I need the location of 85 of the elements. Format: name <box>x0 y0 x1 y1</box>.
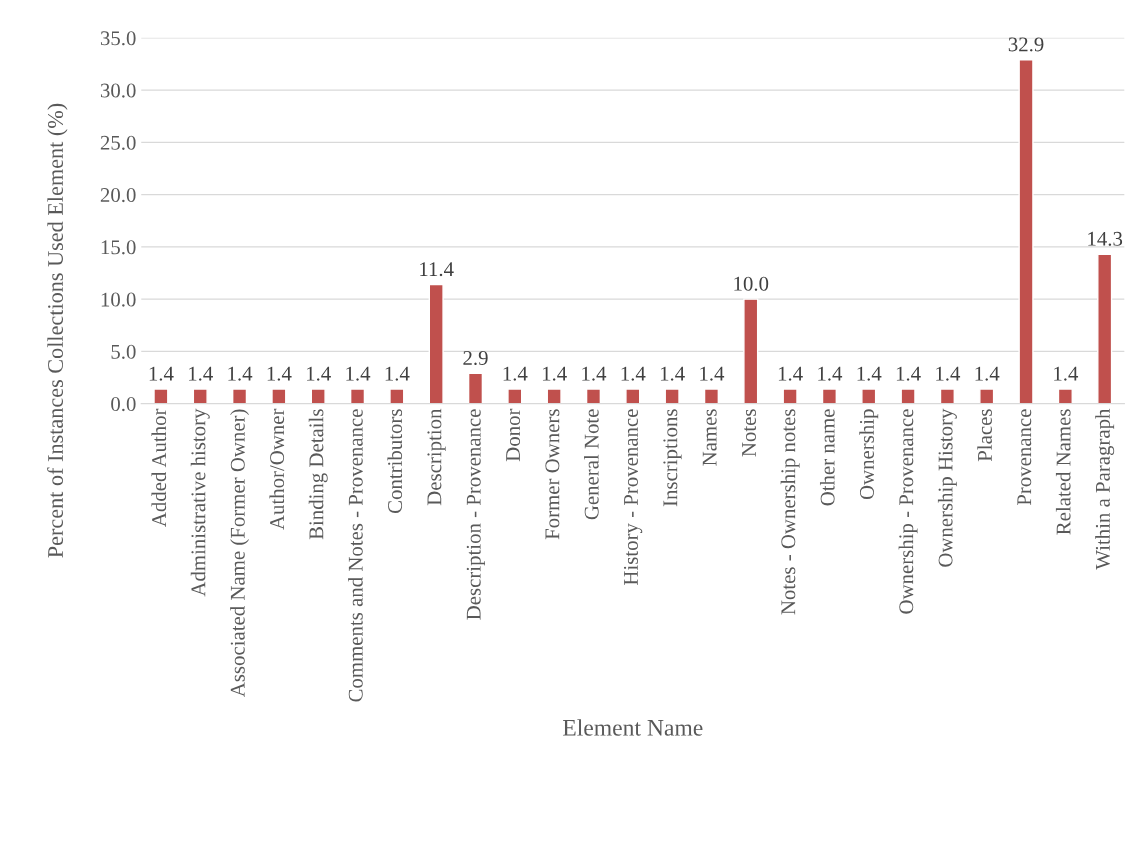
data-label: 1.4 <box>621 366 646 381</box>
data-label: 1.4 <box>778 366 803 381</box>
x-tick-label: Description <box>427 408 446 506</box>
x-tick-label: Binding Details <box>308 409 328 540</box>
y-axis-title: Percent of Instances Collections Used Element (%) <box>47 103 68 558</box>
bar <box>467 372 484 404</box>
x-tick-label: Ownership - Provenance <box>898 409 918 614</box>
bar <box>861 388 877 404</box>
bar <box>428 283 444 404</box>
bar <box>625 388 641 404</box>
bar <box>585 388 602 404</box>
x-tick-label: Inscriptions <box>663 409 682 507</box>
data-label: 1.4 <box>228 366 253 381</box>
x-tick-label: History - Provenance <box>623 409 643 585</box>
x-tick-label: Provenance <box>1017 409 1032 506</box>
bar <box>979 388 995 404</box>
y-tick-label: 15.0 <box>101 240 136 255</box>
data-label: 1.4 <box>857 366 882 381</box>
data-label: 1.4 <box>582 366 607 381</box>
data-label: 1.4 <box>307 366 331 381</box>
x-tick-label: Contributors <box>387 409 403 514</box>
bar <box>231 388 248 404</box>
data-label: 10.0 <box>734 276 769 291</box>
bar <box>546 388 562 404</box>
x-tick-label: Administrative history <box>190 408 210 597</box>
x-tick-label: General Note <box>584 409 599 520</box>
bar <box>310 388 326 404</box>
bar <box>703 388 720 404</box>
x-tick-label: Notes - Ownership notes <box>780 409 800 615</box>
data-label: 1.4 <box>267 366 292 381</box>
bar <box>743 298 759 404</box>
bar <box>1097 253 1113 404</box>
data-label: 1.4 <box>346 366 371 381</box>
y-tick-label: 20.0 <box>100 188 136 203</box>
bar <box>664 388 680 404</box>
x-tick-label: Donor <box>506 408 521 462</box>
x-tick-label: Places <box>977 409 992 462</box>
x-tick-label: Former Owners <box>545 409 560 540</box>
x-tick-label: Names <box>702 409 717 466</box>
data-label: 1.4 <box>896 366 921 381</box>
y-tick-label: 30.0 <box>100 83 136 98</box>
bar <box>349 388 366 404</box>
y-tick-label: 0.0 <box>111 397 136 412</box>
bar <box>507 388 523 404</box>
data-label: 32.9 <box>1008 37 1044 52</box>
bar <box>782 388 798 404</box>
x-tick-label: Notes <box>742 409 756 457</box>
x-tick-label: Added Author <box>151 408 167 527</box>
data-label: 11.4 <box>420 262 454 277</box>
bar <box>1057 388 1073 404</box>
data-label: 1.4 <box>936 366 961 381</box>
y-tick-label: 5.0 <box>111 344 136 359</box>
data-label: 1.4 <box>542 366 567 381</box>
y-tick-label: 35.0 <box>100 31 136 46</box>
bar <box>389 388 405 404</box>
x-tick-label: Other name <box>819 409 835 506</box>
data-label: 1.4 <box>189 366 213 381</box>
x-tick-label: Ownership History <box>937 408 957 567</box>
x-tick-label: Related Names <box>1055 409 1071 535</box>
x-tick-label: Comments and Notes - Provenance <box>348 409 363 702</box>
data-label: 2.9 <box>463 350 488 366</box>
data-label: 1.4 <box>975 366 1000 381</box>
bar <box>1018 59 1034 404</box>
data-label: 1.4 <box>1054 366 1079 381</box>
x-tick-label: Author/Owner <box>269 408 285 530</box>
data-label: 1.4 <box>149 366 174 381</box>
data-label: 1.4 <box>818 366 843 381</box>
data-label: 1.4 <box>503 366 528 381</box>
x-tick-label: Associated Name (Former Owner) <box>230 409 250 698</box>
data-label: 1.4 <box>385 366 410 381</box>
data-label: 1.4 <box>660 366 685 381</box>
data-label: 14.3 <box>1088 231 1123 246</box>
y-tick-label: 25.0 <box>100 135 136 150</box>
y-tick-label: 10.0 <box>101 292 136 307</box>
bar <box>821 388 837 404</box>
bar <box>153 388 169 404</box>
x-axis-title: Element Name <box>563 719 703 736</box>
x-tick-label: Ownership <box>859 409 879 500</box>
x-tick-label: Description - Provenance <box>466 409 485 620</box>
data-label: 1.4 <box>700 366 725 381</box>
bar <box>900 388 916 404</box>
x-tick-label: Within a Paragraph <box>1095 408 1115 570</box>
bar <box>939 388 955 404</box>
bar <box>192 388 208 404</box>
bar <box>271 388 287 404</box>
